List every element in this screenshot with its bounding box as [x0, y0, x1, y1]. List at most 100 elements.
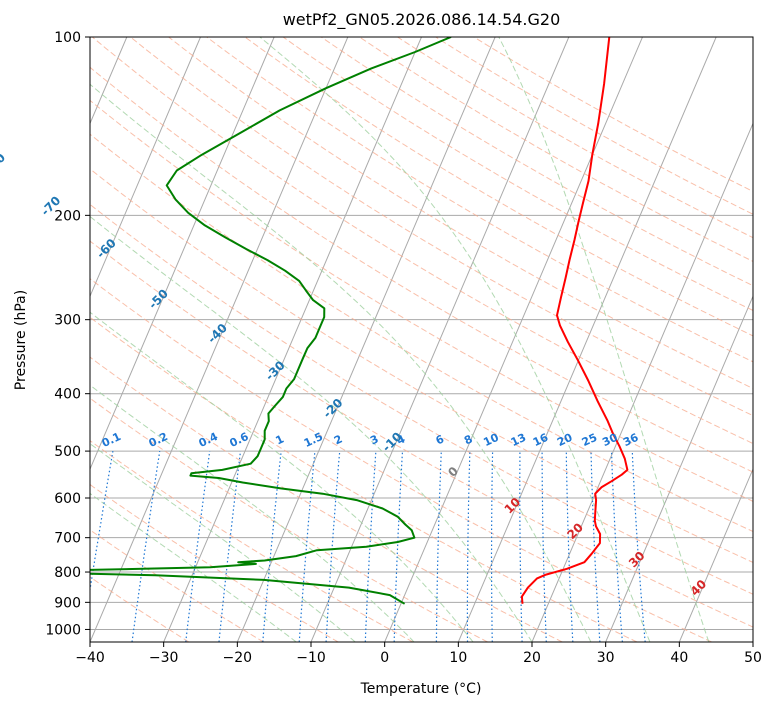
dry-adiabat-line	[90, 133, 753, 533]
mixing-ratio-label: 0.4	[197, 430, 220, 450]
y-tick-label: 800	[54, 565, 81, 581]
x-tick-label: 40	[670, 650, 688, 666]
mixing-ratio-line	[466, 451, 471, 642]
y-axis-label: Pressure (hPa)	[13, 290, 29, 390]
mixing-ratio-label: 25	[580, 431, 599, 449]
dry-adiabat-line	[90, 168, 753, 563]
dry-adiabat-line	[90, 316, 638, 642]
dry-adiabat-line	[90, 576, 190, 642]
background-grid	[90, 37, 753, 642]
mixing-ratio-line	[565, 451, 574, 642]
dry-adiabat-line	[90, 397, 488, 642]
x-tick-label: 20	[523, 650, 541, 666]
x-tick-label: 50	[744, 650, 762, 666]
mixing-ratio-label: 30	[600, 431, 620, 449]
mixing-ratio-label: 2	[332, 432, 344, 447]
y-tick-label: 500	[54, 444, 81, 460]
isotherm-line	[236, 37, 496, 642]
dry-adiabat-line	[435, 37, 753, 215]
mixing-ratio-label: 36	[621, 431, 641, 449]
moist-adiabat-line	[90, 311, 474, 642]
moist-adiabat-line	[90, 83, 592, 642]
mixing-ratio-line	[631, 451, 646, 642]
moist-adiabat-line	[90, 215, 533, 642]
mixing-ratio-line	[131, 451, 161, 642]
isotherm-line	[384, 37, 643, 642]
mixing-ratio-label: 13	[509, 431, 528, 449]
plot-frame	[89, 36, 754, 643]
dry-adiabat-line	[90, 66, 753, 473]
mixing-ratio-line	[490, 451, 494, 642]
isotherm-label: -80	[0, 150, 8, 175]
dry-adiabat-line	[90, 203, 753, 595]
isotherm-line	[605, 295, 753, 642]
mixing-ratio-label: 0.1	[100, 430, 123, 450]
y-tick-label: 300	[54, 313, 81, 329]
x-tick-label: −40	[75, 650, 105, 666]
moist-adiabat-line	[498, 37, 710, 642]
y-tick-label: 900	[54, 595, 81, 611]
mixing-ratio-label: 0.2	[147, 430, 170, 450]
y-tick-label: 200	[54, 208, 81, 224]
x-tick-label: −20	[223, 650, 253, 666]
mixing-ratio-label: 1	[273, 432, 285, 447]
mixing-ratio-line	[185, 451, 211, 642]
dry-adiabat-line	[90, 529, 264, 642]
mixing-ratio-line	[90, 450, 114, 594]
y-tick-label: 100	[54, 30, 81, 46]
x-tick-label: 30	[597, 650, 615, 666]
isotherm-label: -50	[146, 286, 171, 311]
mixing-ratio-label: 0.6	[227, 430, 250, 450]
x-axis-label: Temperature (°C)	[360, 681, 482, 697]
mixing-ratio-label: 6	[434, 432, 447, 447]
dewpoint-line	[90, 37, 452, 605]
isotherm-line	[90, 37, 201, 298]
moist-adiabat-line	[90, 492, 297, 642]
mixing-ratio-label: 20	[555, 431, 575, 449]
y-tick-label: 600	[54, 491, 81, 507]
temperature-line	[520, 37, 629, 604]
x-tick-label: 0	[380, 650, 389, 666]
dry-adiabat-line	[90, 356, 563, 642]
x-tick-label: −30	[149, 650, 179, 666]
mixing-ratio-label: 1.5	[302, 430, 325, 450]
isotherm-line	[90, 37, 349, 642]
mixing-ratio-line	[435, 451, 442, 642]
dry-adiabat-line	[91, 37, 753, 445]
mixing-ratio-line	[218, 451, 242, 642]
dry-adiabat-line	[168, 37, 753, 389]
isotherm-line	[90, 37, 275, 471]
dry-adiabat-line	[90, 240, 753, 628]
dry-adiabat-line	[90, 440, 414, 642]
dry-adiabat-line	[282, 37, 753, 312]
mixing-ratio-line	[262, 451, 282, 642]
y-tick-label: 1000	[45, 622, 81, 638]
isotherm-label: -40	[205, 321, 230, 346]
profile-series	[90, 37, 629, 605]
moist-adiabat-line	[259, 37, 651, 642]
x-tick-label: −10	[296, 650, 326, 666]
mixing-ratio-label: 16	[531, 431, 551, 449]
isotherm-line	[163, 37, 422, 642]
mixing-ratio-line	[298, 451, 316, 642]
y-tick-label: 400	[54, 387, 81, 403]
isotherm-label: -30	[263, 358, 288, 383]
isotherm-line	[678, 467, 753, 642]
dry-adiabat-line	[90, 483, 339, 642]
isotherm-label: -60	[94, 236, 119, 261]
mixing-ratio-label: 10	[481, 431, 501, 449]
isotherm-line	[531, 122, 753, 642]
x-tick-label: 10	[449, 650, 467, 666]
chart-title: wetPf2_GN05.2026.086.14.54.G20	[282, 10, 561, 29]
isotherm-label: -20	[320, 396, 345, 421]
isotherm-line	[752, 640, 753, 642]
moist-adiabat-line	[90, 443, 356, 642]
axes: −40 −30 −20 −10 0 10 20 30 40 5010020030040050060…	[45, 30, 762, 666]
dry-adiabat-line	[130, 37, 753, 417]
mixing-ratio-line	[519, 451, 523, 642]
isotherm-label: 0	[445, 464, 461, 480]
dry-adiabat-line	[206, 37, 753, 363]
dry-adiabat-line	[244, 37, 753, 337]
isotherm-line	[457, 37, 717, 642]
